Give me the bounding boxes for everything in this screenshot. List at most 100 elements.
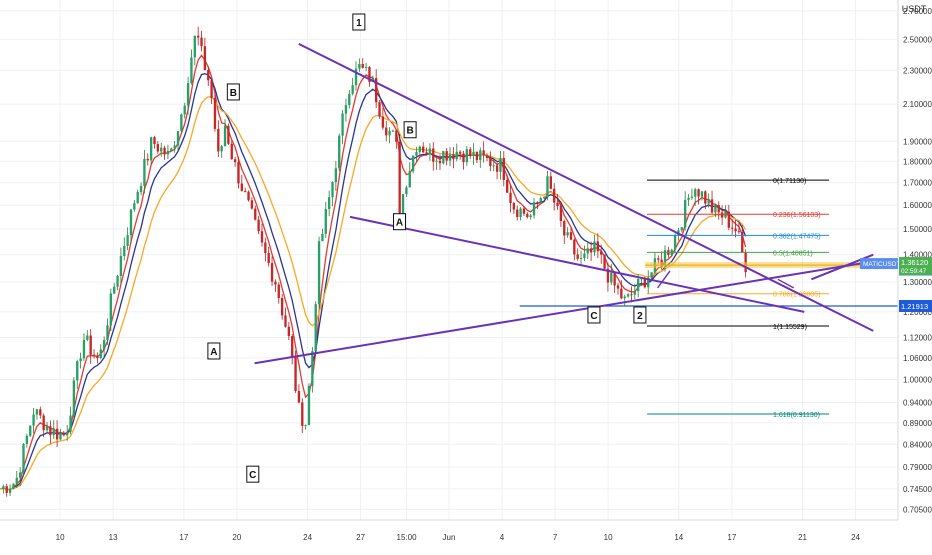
fib-level-label: 1(1.15529) (773, 324, 807, 331)
drawings: 0(1.71130) 0.236(1.56103) 0.382(1.47475) 0.… (207, 13, 898, 483)
candle-body (297, 390, 301, 403)
candle-body (267, 252, 270, 264)
x-tick-label: 14 (674, 533, 683, 542)
fib-level-label: 0(1.71130) (773, 178, 806, 185)
candle-body (55, 428, 59, 440)
candle-body (190, 57, 193, 84)
y-tick-label: 2.10000 (903, 100, 932, 109)
candle-body (254, 208, 257, 220)
candle-body (52, 428, 55, 436)
candle-body (89, 335, 92, 355)
wave-label: C (590, 311, 597, 322)
x-tick-label: 17 (727, 533, 736, 542)
candle-body (173, 145, 176, 149)
candle-body (5, 486, 8, 493)
candle-body (707, 199, 710, 204)
candle-body (12, 483, 15, 489)
x-tick-label: 15:00 (397, 533, 418, 542)
candle-body (502, 157, 505, 180)
moving-average-line (0, 73, 747, 490)
candle-body (505, 179, 509, 193)
candle-body (579, 257, 583, 259)
candle-body (331, 182, 334, 198)
candle-body (301, 402, 304, 426)
candle-body (485, 155, 489, 158)
candle-body (338, 135, 341, 169)
candle-body (109, 293, 113, 326)
x-axis-panel (0, 520, 932, 550)
x-tick-label: Jun (443, 533, 456, 542)
candle-body (92, 354, 96, 356)
candle-body (452, 154, 455, 160)
y-tick-label: 1.70000 (903, 179, 932, 188)
candle-body (163, 147, 166, 155)
candle-body (324, 209, 327, 234)
wave-label-box (587, 306, 601, 324)
x-tick-label: 10 (56, 533, 65, 542)
candle-body (62, 432, 65, 436)
candle-body (690, 196, 694, 198)
y-tick-label: 0.84000 (903, 440, 932, 449)
candle-body (86, 335, 89, 340)
candle-body (264, 242, 267, 253)
candle-body (183, 105, 186, 115)
candle-body (69, 415, 72, 432)
arrow (777, 278, 795, 289)
candle-body (727, 211, 731, 228)
y-tick-label: 0.74500 (903, 485, 932, 494)
candle-body (391, 130, 395, 132)
candle-body (600, 251, 603, 255)
current-price-tag (899, 257, 932, 276)
fib-level-label: 0.236(1.56103) (773, 212, 820, 219)
candle-body (734, 228, 737, 232)
x-tick-label: 17 (179, 533, 188, 542)
candle-body (492, 165, 495, 167)
candle-body (445, 151, 448, 161)
candle-body (354, 68, 358, 86)
wave-label: A (210, 347, 217, 358)
candle-body (620, 288, 623, 299)
candle-body (553, 188, 556, 203)
candle-body (65, 431, 69, 436)
candle-body (196, 35, 200, 38)
candle-body (589, 248, 593, 253)
candle-body (237, 162, 240, 184)
candle-body (576, 254, 579, 259)
candle-body (717, 205, 720, 213)
candle-body (257, 219, 260, 232)
candle-body (647, 277, 650, 288)
candle-body (210, 80, 213, 98)
candle-body (223, 125, 227, 147)
candle-body (458, 151, 462, 154)
candle-body (287, 326, 291, 337)
candle-body (270, 263, 274, 282)
y-tick-label: 1.30000 (903, 278, 932, 287)
candle-body (240, 183, 243, 191)
moving-averages (0, 54, 747, 491)
candle-body (143, 158, 146, 186)
candles (2, 26, 747, 497)
candle-body (683, 199, 687, 228)
x-tick-label: 21 (798, 533, 807, 542)
candle-body (432, 148, 435, 162)
candle-body (583, 253, 586, 258)
candle-body (663, 250, 667, 265)
candle-body (106, 325, 109, 340)
candle-body (307, 385, 311, 426)
candle-body (217, 128, 220, 152)
wave-label: C (249, 470, 256, 481)
candle-body (284, 315, 287, 327)
wave-label-box (403, 121, 417, 139)
candle-body (428, 148, 432, 155)
candle-body (29, 425, 32, 436)
candle-body (626, 294, 630, 297)
candle-body (546, 176, 549, 198)
candle-body (549, 176, 552, 189)
candle-body (499, 157, 502, 172)
symbol-badge-label: MATICUSDT (863, 261, 900, 268)
candle-body (230, 143, 233, 160)
candle-body (82, 339, 86, 359)
candle-body (42, 415, 45, 431)
